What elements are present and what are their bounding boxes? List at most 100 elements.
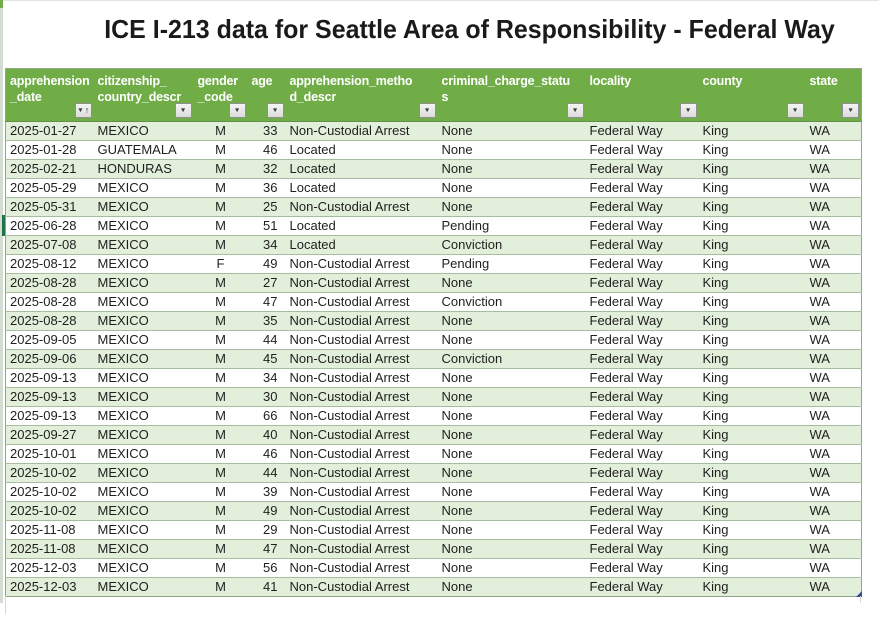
cell-locality[interactable]: Federal Way (585, 577, 699, 597)
cell-citizenship_country_descr[interactable]: MEXICO (93, 330, 194, 350)
cell-apprehension_method_descr[interactable]: Non-Custodial Arrest (285, 520, 438, 540)
cell-age[interactable]: 35 (247, 311, 286, 331)
cell-citizenship_country_descr[interactable]: MEXICO (93, 558, 194, 578)
cell-age[interactable]: 32 (247, 159, 286, 179)
filter-button-age[interactable]: ▼ (266, 103, 284, 118)
cell-age[interactable]: 46 (247, 140, 286, 160)
cell-state[interactable]: WA (805, 254, 862, 274)
cell-locality[interactable]: Federal Way (585, 444, 699, 464)
cell-apprehension_method_descr[interactable]: Non-Custodial Arrest (285, 121, 438, 141)
cell-gender_code[interactable]: M (193, 444, 248, 464)
cell-citizenship_country_descr[interactable]: MEXICO (93, 501, 194, 521)
cell-age[interactable]: 36 (247, 178, 286, 198)
cell-age[interactable]: 40 (247, 425, 286, 445)
cell-citizenship_country_descr[interactable]: MEXICO (93, 254, 194, 274)
cell-county[interactable]: King (698, 482, 806, 502)
column-header-age[interactable]: age ▼ (247, 68, 286, 122)
cell-age[interactable]: 44 (247, 330, 286, 350)
cell-locality[interactable]: Federal Way (585, 539, 699, 559)
cell-age[interactable]: 30 (247, 387, 286, 407)
cell-criminal_charge_status[interactable]: None (437, 330, 586, 350)
column-header-criminal_charge_status[interactable]: criminal_charge_statu s ▼ (437, 68, 586, 122)
cell-apprehension_method_descr[interactable]: Located (285, 178, 438, 198)
cell-apprehension_method_descr[interactable]: Non-Custodial Arrest (285, 273, 438, 293)
cell-county[interactable]: King (698, 197, 806, 217)
cell-age[interactable]: 46 (247, 444, 286, 464)
cell-age[interactable]: 56 (247, 558, 286, 578)
cell-age[interactable]: 51 (247, 216, 286, 236)
cell-apprehension_date[interactable]: 2025-10-02 (5, 501, 94, 521)
column-header-apprehension_method_descr[interactable]: apprehension_metho d_descr ▼ (285, 68, 438, 122)
cell-locality[interactable]: Federal Way (585, 235, 699, 255)
cell-criminal_charge_status[interactable]: None (437, 463, 586, 483)
cell-apprehension_date[interactable]: 2025-10-02 (5, 482, 94, 502)
cell-apprehension_date[interactable]: 2025-11-08 (5, 539, 94, 559)
cell-locality[interactable]: Federal Way (585, 273, 699, 293)
cell-citizenship_country_descr[interactable]: GUATEMALA (93, 140, 194, 160)
cell-apprehension_method_descr[interactable]: Non-Custodial Arrest (285, 197, 438, 217)
cell-apprehension_date[interactable]: 2025-08-28 (5, 273, 94, 293)
cell-age[interactable]: 34 (247, 235, 286, 255)
cell-gender_code[interactable]: M (193, 425, 248, 445)
cell-locality[interactable]: Federal Way (585, 121, 699, 141)
cell-county[interactable]: King (698, 330, 806, 350)
cell-state[interactable]: WA (805, 520, 862, 540)
cell-county[interactable]: King (698, 159, 806, 179)
cell-criminal_charge_status[interactable]: None (437, 558, 586, 578)
cell-gender_code[interactable]: M (193, 463, 248, 483)
cell-state[interactable]: WA (805, 121, 862, 141)
cell-locality[interactable]: Federal Way (585, 330, 699, 350)
cell-state[interactable]: WA (805, 159, 862, 179)
cell-locality[interactable]: Federal Way (585, 292, 699, 312)
cell-apprehension_date[interactable]: 2025-11-08 (5, 520, 94, 540)
cell-state[interactable]: WA (805, 387, 862, 407)
cell-gender_code[interactable]: M (193, 311, 248, 331)
cell-county[interactable]: King (698, 387, 806, 407)
cell-citizenship_country_descr[interactable]: MEXICO (93, 463, 194, 483)
cell-apprehension_method_descr[interactable]: Non-Custodial Arrest (285, 463, 438, 483)
cell-county[interactable]: King (698, 539, 806, 559)
cell-apprehension_date[interactable]: 2025-09-13 (5, 387, 94, 407)
cell-citizenship_country_descr[interactable]: MEXICO (93, 121, 194, 141)
cell-county[interactable]: King (698, 444, 806, 464)
cell-apprehension_method_descr[interactable]: Non-Custodial Arrest (285, 387, 438, 407)
cell-age[interactable]: 44 (247, 463, 286, 483)
cell-apprehension_date[interactable]: 2025-09-06 (5, 349, 94, 369)
cell-gender_code[interactable]: M (193, 140, 248, 160)
cell-locality[interactable]: Federal Way (585, 197, 699, 217)
cell-age[interactable]: 49 (247, 501, 286, 521)
column-header-gender_code[interactable]: gender _code ▼ (193, 68, 248, 122)
filter-button-state[interactable]: ▼ (842, 103, 859, 118)
cell-state[interactable]: WA (805, 273, 862, 293)
cell-gender_code[interactable]: M (193, 387, 248, 407)
column-header-citizenship_country_descr[interactable]: citizenship_ country_descr ▼ (93, 68, 194, 122)
cell-state[interactable]: WA (805, 501, 862, 521)
cell-locality[interactable]: Federal Way (585, 520, 699, 540)
cell-county[interactable]: King (698, 520, 806, 540)
cell-apprehension_date[interactable]: 2025-01-28 (5, 140, 94, 160)
cell-gender_code[interactable]: M (193, 406, 248, 426)
cell-county[interactable]: King (698, 216, 806, 236)
cell-citizenship_country_descr[interactable]: MEXICO (93, 482, 194, 502)
cell-apprehension_date[interactable]: 2025-09-05 (5, 330, 94, 350)
cell-apprehension_method_descr[interactable]: Non-Custodial Arrest (285, 539, 438, 559)
cell-state[interactable]: WA (805, 349, 862, 369)
cell-apprehension_date[interactable]: 2025-08-28 (5, 292, 94, 312)
cell-gender_code[interactable]: M (193, 197, 248, 217)
cell-criminal_charge_status[interactable]: None (437, 482, 586, 502)
cell-apprehension_date[interactable]: 2025-10-01 (5, 444, 94, 464)
cell-locality[interactable]: Federal Way (585, 501, 699, 521)
cell-criminal_charge_status[interactable]: None (437, 444, 586, 464)
filter-button-criminal_charge_status[interactable]: ▼ (566, 103, 584, 118)
cell-citizenship_country_descr[interactable]: MEXICO (93, 520, 194, 540)
cell-state[interactable]: WA (805, 577, 862, 597)
cell-age[interactable]: 29 (247, 520, 286, 540)
cell-citizenship_country_descr[interactable]: MEXICO (93, 425, 194, 445)
cell-apprehension_method_descr[interactable]: Located (285, 140, 438, 160)
cell-apprehension_date[interactable]: 2025-08-28 (5, 311, 94, 331)
cell-locality[interactable]: Federal Way (585, 387, 699, 407)
cell-citizenship_country_descr[interactable]: MEXICO (93, 292, 194, 312)
cell-county[interactable]: King (698, 140, 806, 160)
cell-criminal_charge_status[interactable]: None (437, 178, 586, 198)
column-header-county[interactable]: county ▼ (698, 68, 806, 122)
